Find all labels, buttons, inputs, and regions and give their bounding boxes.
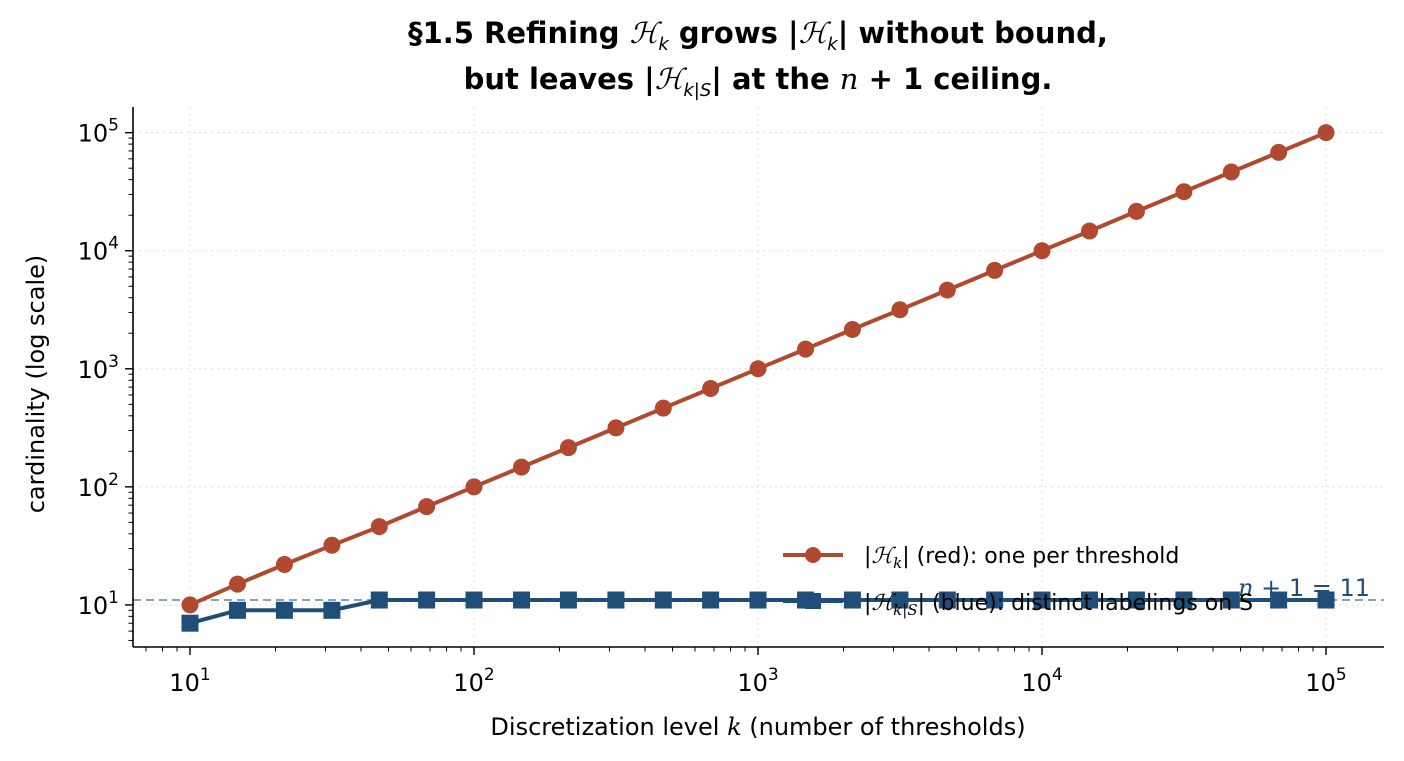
data-point-blue <box>275 601 293 619</box>
data-point-blue <box>938 591 956 609</box>
series-group <box>181 124 1335 632</box>
data-point-blue <box>1127 591 1145 609</box>
data-point-blue <box>654 591 672 609</box>
data-point-red <box>370 518 388 536</box>
x-axis-label: Discretization level k (number of thresh… <box>490 713 1025 741</box>
reference-label-group: n + 1 = 11 <box>1238 574 1370 602</box>
data-point-red <box>1033 242 1051 260</box>
data-point-red <box>797 340 815 358</box>
x-tick-label: 101 <box>169 665 210 697</box>
data-point-red <box>1175 183 1193 201</box>
legend-label-red: |ℋk| (red): one per threshold <box>864 544 1179 572</box>
data-point-red <box>938 281 956 299</box>
data-point-blue <box>181 614 199 632</box>
data-point-red <box>654 399 672 417</box>
y-axis-label: cardinality (log scale) <box>22 255 50 514</box>
data-point-blue <box>607 591 625 609</box>
data-point-red <box>1127 202 1145 220</box>
data-point-blue <box>749 591 767 609</box>
y-tick-label: 105 <box>78 116 119 148</box>
ticks: 101 102 103 104 105 101 102 103 104 105 <box>78 116 1347 697</box>
legend: |ℋk| (red): one per threshold |ℋk|S| (bl… <box>783 544 1253 619</box>
data-point-red <box>1270 143 1288 161</box>
legend-marker-blue <box>805 593 821 609</box>
data-point-red <box>275 555 293 573</box>
data-point-blue <box>465 591 483 609</box>
data-point-blue <box>418 591 436 609</box>
data-point-blue <box>323 601 341 619</box>
x-tick-label: 105 <box>1305 665 1346 697</box>
data-point-red <box>1317 124 1335 142</box>
data-point-blue <box>843 591 861 609</box>
data-point-red <box>465 478 483 496</box>
y-tick-label: 101 <box>78 588 119 620</box>
data-point-red <box>702 379 720 397</box>
data-point-red <box>1222 163 1240 181</box>
data-point-red <box>181 596 199 614</box>
data-point-red <box>1081 222 1099 240</box>
chart-title-line-1: §1.5 Refining ℋk grows |ℋk| without boun… <box>408 16 1108 55</box>
x-tick-label: 102 <box>453 665 494 697</box>
data-point-blue <box>891 591 909 609</box>
data-point-red <box>418 498 436 516</box>
reference-line-label: n + 1 = 11 <box>1238 574 1370 602</box>
data-point-blue <box>1270 591 1288 609</box>
y-tick-label: 103 <box>78 352 119 384</box>
data-point-red <box>607 419 625 437</box>
data-point-blue <box>513 591 531 609</box>
data-point-red <box>513 458 531 476</box>
legend-marker-red <box>805 547 821 563</box>
legend-label-blue: |ℋk|S| (blue): distinct labelings on S <box>864 591 1253 619</box>
data-point-red <box>891 301 909 319</box>
data-point-blue <box>370 591 388 609</box>
data-point-red <box>843 320 861 338</box>
chart-title-line-2: but leaves |ℋk|S| at the n + 1 ceiling. <box>463 62 1053 101</box>
data-point-red <box>323 536 341 554</box>
y-tick-label: 104 <box>78 234 119 266</box>
x-tick-label: 103 <box>737 665 778 697</box>
data-point-blue <box>1033 591 1051 609</box>
data-point-red <box>749 360 767 378</box>
data-point-blue <box>1317 591 1335 609</box>
data-point-red <box>986 261 1004 279</box>
data-point-red <box>559 439 577 457</box>
data-point-blue <box>1222 591 1240 609</box>
data-point-blue <box>229 601 247 619</box>
data-point-blue <box>1175 591 1193 609</box>
x-tick-label: 104 <box>1021 665 1062 697</box>
data-point-red <box>229 575 247 593</box>
data-point-blue <box>559 591 577 609</box>
y-tick-label: 102 <box>78 470 119 502</box>
data-point-blue <box>702 591 720 609</box>
data-point-blue <box>986 591 1004 609</box>
data-point-blue <box>1081 591 1099 609</box>
